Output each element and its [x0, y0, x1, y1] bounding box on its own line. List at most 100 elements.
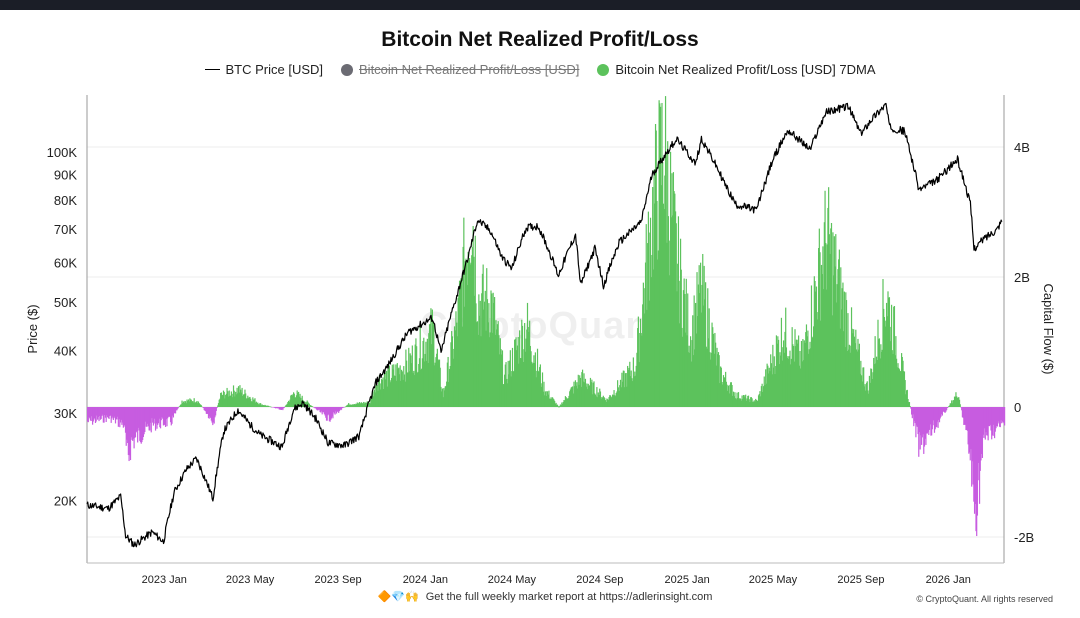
pl-bar — [551, 397, 554, 407]
pl-bar — [229, 396, 231, 407]
pl-bar — [870, 368, 872, 407]
pl-bar — [887, 291, 889, 407]
pl-bar — [161, 407, 163, 418]
pl-bar — [815, 286, 818, 407]
pl-bar — [520, 358, 522, 407]
pl-bar — [617, 387, 619, 407]
pl-bar — [614, 396, 617, 407]
report-note-text[interactable]: Get the full weekly market report at htt… — [425, 591, 713, 603]
pl-bar — [669, 240, 671, 407]
pl-bar — [579, 375, 581, 407]
pl-bar — [808, 349, 810, 407]
pl-bar — [619, 385, 621, 407]
pl-bar — [365, 402, 367, 407]
pl-bar — [872, 372, 874, 407]
pl-bar — [295, 397, 297, 407]
pl-bar — [571, 386, 573, 407]
pl-bar — [282, 407, 285, 409]
pl-bar — [569, 389, 572, 407]
legend-item-net-realized-pl-7dma[interactable]: Bitcoin Net Realized Profit/Loss [USD] 7… — [597, 62, 876, 77]
pl-bar — [261, 404, 263, 407]
pl-bar — [377, 390, 379, 407]
pl-bar — [318, 407, 320, 410]
pl-bar — [248, 397, 250, 407]
pl-bar — [833, 275, 835, 407]
pl-bar — [712, 333, 715, 407]
pl-bar — [446, 362, 448, 407]
pl-bar — [516, 345, 519, 407]
pl-bar — [649, 300, 651, 407]
pl-bar — [734, 392, 736, 407]
pl-bar — [575, 385, 577, 407]
pl-bar — [241, 387, 243, 407]
pl-bar — [113, 407, 115, 419]
legend-item-btc-price[interactable]: BTC Price [USD] — [204, 62, 323, 77]
pl-bar — [973, 407, 975, 502]
pl-bar — [319, 407, 321, 413]
pl-bar — [722, 384, 724, 407]
pl-bar — [526, 329, 528, 407]
pl-bar — [692, 355, 695, 407]
pl-bar — [99, 407, 102, 420]
pl-bar — [370, 396, 373, 407]
pl-bar — [90, 407, 92, 422]
pl-bar — [684, 294, 686, 407]
pl-bar — [638, 362, 640, 407]
pl-bar — [274, 407, 276, 408]
pl-bar — [179, 405, 181, 407]
pl-bar — [475, 303, 477, 407]
pl-bar — [722, 375, 725, 407]
pl-bar — [233, 390, 235, 407]
pl-bar — [513, 370, 515, 407]
pl-bar — [821, 274, 823, 407]
pl-bar — [660, 185, 662, 407]
pl-bar — [892, 353, 894, 407]
pl-bar — [401, 371, 403, 407]
pl-bar — [752, 401, 755, 407]
pl-bar — [255, 402, 257, 407]
legend-item-net-realized-pl[interactable]: Bitcoin Net Realized Profit/Loss [USD] — [341, 62, 579, 77]
pl-bar — [953, 400, 955, 407]
pl-bar — [423, 337, 425, 407]
pl-bar — [852, 333, 854, 407]
pl-bar — [858, 343, 860, 407]
pl-bar — [253, 399, 255, 407]
pl-bar — [953, 396, 956, 407]
pl-bar — [704, 299, 706, 407]
pl-bar — [950, 403, 952, 407]
pl-bar — [595, 396, 597, 407]
pl-bar — [540, 383, 542, 407]
pl-bar — [136, 407, 138, 432]
pl-bar — [260, 403, 262, 407]
pl-bar — [496, 324, 499, 407]
pl-bar — [613, 390, 615, 407]
pl-bar — [262, 405, 265, 407]
pl-bar — [323, 407, 325, 415]
pl-bar — [661, 102, 663, 407]
pl-bar — [830, 228, 832, 407]
pl-bar — [506, 383, 509, 407]
pl-bar — [358, 403, 360, 407]
pl-bar — [961, 407, 963, 411]
pl-bar — [705, 282, 707, 407]
pl-bar — [795, 339, 798, 407]
pl-bar — [105, 407, 107, 422]
pl-bar — [187, 399, 190, 407]
pl-bar — [463, 306, 466, 407]
pl-bar — [212, 407, 214, 426]
pl-bar — [91, 407, 93, 417]
pl-bar — [127, 407, 129, 444]
pl-bar — [519, 330, 521, 407]
pl-bar — [908, 402, 911, 407]
pl-bar — [559, 405, 561, 407]
pl-bar — [962, 407, 964, 418]
pl-bar — [598, 395, 600, 407]
pl-bar — [671, 173, 673, 407]
pl-bar — [570, 387, 572, 407]
pl-bar — [647, 211, 649, 407]
pl-bar — [506, 378, 508, 407]
pl-bar — [418, 358, 421, 407]
pl-bar — [808, 353, 810, 407]
pl-bar — [882, 279, 884, 407]
pl-bar — [760, 396, 762, 407]
